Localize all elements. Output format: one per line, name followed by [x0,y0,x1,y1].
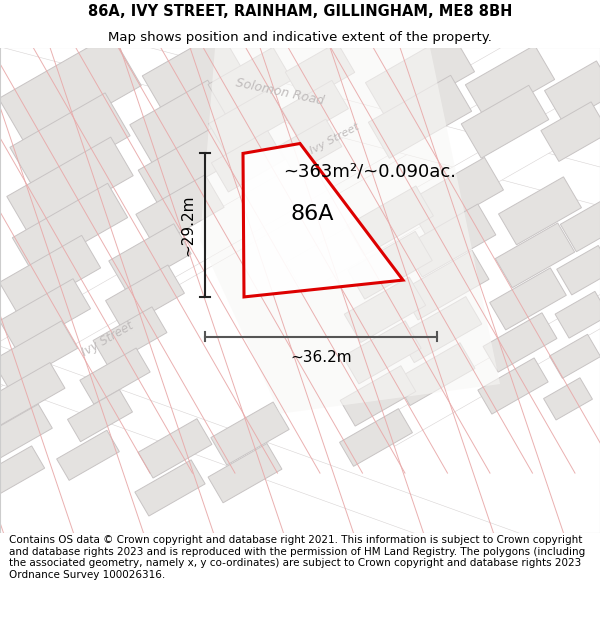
Polygon shape [135,460,205,516]
Polygon shape [407,158,503,234]
Polygon shape [0,362,65,426]
Polygon shape [379,222,600,446]
Polygon shape [7,137,133,235]
Polygon shape [365,33,475,121]
Polygon shape [93,307,167,366]
Polygon shape [0,99,443,481]
Polygon shape [368,75,472,158]
Polygon shape [541,102,600,161]
Polygon shape [404,204,496,277]
Polygon shape [401,250,489,320]
Polygon shape [466,45,554,119]
Polygon shape [243,144,403,297]
Polygon shape [136,175,224,247]
Polygon shape [555,291,600,338]
Text: 86A: 86A [291,204,334,224]
Polygon shape [550,334,600,378]
Polygon shape [395,342,475,406]
Polygon shape [138,419,212,478]
Polygon shape [142,31,248,123]
Polygon shape [13,183,128,272]
Polygon shape [208,48,292,117]
Text: ~36.2m: ~36.2m [290,351,352,366]
Polygon shape [68,390,133,442]
Polygon shape [0,34,141,150]
Polygon shape [544,378,592,420]
Polygon shape [56,430,119,481]
Polygon shape [483,312,557,372]
Polygon shape [340,409,412,466]
Polygon shape [0,321,77,388]
Text: ~29.2m: ~29.2m [180,194,195,256]
Polygon shape [461,85,549,158]
Polygon shape [0,446,44,501]
Text: Solomon Road: Solomon Road [235,76,325,108]
Polygon shape [0,236,101,315]
Polygon shape [200,48,500,414]
Polygon shape [286,39,600,293]
Polygon shape [347,186,433,256]
Polygon shape [136,34,544,289]
Polygon shape [281,81,349,138]
Polygon shape [106,265,184,329]
Text: 86A, IVY STREET, RAINHAM, GILLINGHAM, ME8 8BH: 86A, IVY STREET, RAINHAM, GILLINGHAM, ME… [88,4,512,19]
Polygon shape [0,0,600,215]
Text: ~363m²/~0.090ac.: ~363m²/~0.090ac. [284,162,457,180]
Polygon shape [343,321,421,384]
Polygon shape [211,402,289,465]
Polygon shape [499,177,581,245]
Polygon shape [340,366,416,426]
Polygon shape [138,128,232,204]
Polygon shape [0,279,91,351]
Polygon shape [490,268,566,330]
Polygon shape [0,404,52,463]
Polygon shape [208,443,282,503]
Polygon shape [344,277,426,342]
Text: Contains OS data © Crown copyright and database right 2021. This information is : Contains OS data © Crown copyright and d… [9,535,585,580]
Text: Map shows position and indicative extent of the property.: Map shows position and indicative extent… [108,31,492,44]
Polygon shape [130,80,230,163]
Polygon shape [209,89,287,154]
Polygon shape [496,223,575,288]
Polygon shape [348,231,432,299]
Text: Ivy Street: Ivy Street [309,121,361,156]
Text: Ivy Street: Ivy Street [80,319,136,359]
Polygon shape [10,93,130,190]
Polygon shape [398,297,482,362]
Polygon shape [560,199,600,252]
Polygon shape [557,246,600,295]
Polygon shape [278,119,342,174]
Polygon shape [0,346,600,600]
Polygon shape [545,61,600,123]
Polygon shape [80,348,150,404]
Polygon shape [285,42,355,102]
Polygon shape [211,131,284,192]
Polygon shape [478,358,548,414]
Polygon shape [109,224,191,291]
